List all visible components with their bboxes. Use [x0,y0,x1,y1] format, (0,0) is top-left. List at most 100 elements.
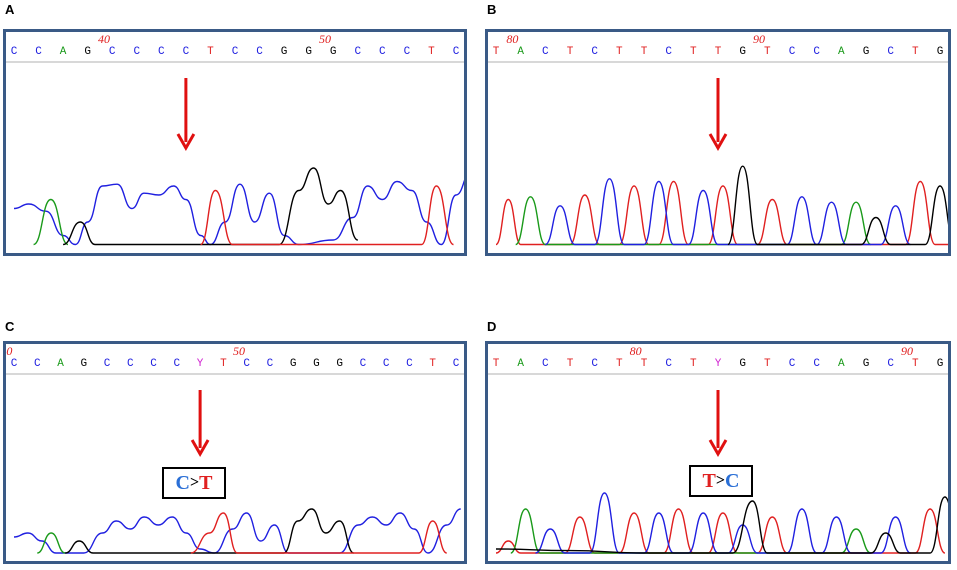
base-call: C [109,46,116,58]
base-call: A [57,358,64,370]
base-call: A [838,358,845,370]
base-call: T [567,358,574,370]
chromatogram-d: T A C T C T T C T Y G T C C A G C T G80 90 [488,344,948,554]
base-call: G [739,358,746,370]
base-call: C [379,46,386,58]
base-call: T [207,46,214,58]
chromatogram-panel-c: CCAGCCCCYTCCGGGCCCTC4050 [3,341,467,564]
base-call: G [863,358,870,370]
base-call: C [256,46,263,58]
base-call: T [641,358,648,370]
mutation-from: T [702,469,716,492]
position-label: 90 [901,344,913,358]
trace-black [495,496,948,554]
base-call: Y [715,358,722,370]
base-call: C [183,46,190,58]
mutation-arrow-head [176,133,196,152]
base-call: C [11,358,18,370]
base-call: C [789,358,796,370]
mutation-label-c: C > T [162,467,226,499]
base-call: A [60,46,67,58]
base-call: A [517,358,524,370]
chromatogram-c: CCAGCCCCYTCCGGGCCCTC4050 [6,344,464,554]
base-call: T [715,46,722,58]
base-call: G [281,46,288,58]
base-call: G [336,358,343,370]
trace-blue [13,508,461,554]
trace-black [62,167,359,246]
base-call: G [313,358,320,370]
base-call: C [542,46,549,58]
base-call: C [453,46,460,58]
trace-blue [13,179,464,246]
base-call: T [641,46,648,58]
base-call: C [591,358,598,370]
base-call: T [429,358,436,370]
base-call: C [591,46,598,58]
base-call: G [739,46,746,58]
trace-black [727,165,948,246]
chromatogram-a: C C A G C C C C T C C G G G C C C T C40 50 [6,32,464,246]
trace-blue [544,178,911,246]
trace-green [510,508,872,554]
base-call: C [150,358,157,370]
mutation-to: C [725,469,740,492]
base-call: G [290,358,297,370]
base-call: T [220,358,227,370]
panel-letter-c: C [5,319,15,334]
mutation-arrow-head [190,439,210,458]
base-call: G [863,46,870,58]
base-call: G [84,46,91,58]
base-call: C [665,46,672,58]
base-call: G [937,358,944,370]
position-label: 50 [319,32,331,46]
base-call: C [104,358,111,370]
base-call: C [360,358,367,370]
base-call: G [330,46,337,58]
trace-red [190,512,448,554]
mutation-label-d: T > C [689,465,753,497]
base-call: C [127,358,134,370]
base-call: C [665,358,672,370]
base-call: C [887,358,894,370]
trace-blue [535,492,911,554]
base-call: Y [197,358,204,370]
base-call: A [517,46,524,58]
chromatogram-b: T A C T C T T C T T G T C C A G C T G 80 90 [488,32,948,246]
base-call: T [764,46,771,58]
base-call: T [690,46,697,58]
mutation-from: C [175,471,190,494]
panel-letter-a: A [5,2,15,17]
base-call: C [232,46,239,58]
base-call: T [764,358,771,370]
position-label: 80 [506,32,518,46]
base-call: C [267,358,274,370]
base-call: C [354,46,361,58]
base-call: T [567,46,574,58]
trace-red [199,185,455,246]
mutation-to: T [199,471,213,494]
position-label: 90 [753,32,765,46]
base-call: C [35,46,42,58]
base-call: G [937,46,944,58]
chromatogram-panel-a: C C A G C C C C T C C G G G C C C T C 40 50 [3,29,467,256]
base-call: T [428,46,435,58]
base-call: C [453,358,460,370]
mutation-arrow-head [708,133,728,152]
position-label: 40 [6,344,12,358]
panel-letter-b: B [487,2,497,17]
trace-green [37,532,66,554]
base-call: C [158,46,165,58]
panel-letter-d: D [487,319,497,334]
position-label: 40 [98,32,110,46]
trace-black [65,508,354,554]
base-call: T [912,358,919,370]
base-call: G [305,46,312,58]
base-call: C [406,358,413,370]
base-call: A [838,46,845,58]
base-call: C [174,358,181,370]
base-call: C [813,358,820,370]
mutation-sep: > [189,474,200,491]
trace-red [495,180,948,246]
trace-green [33,198,69,246]
